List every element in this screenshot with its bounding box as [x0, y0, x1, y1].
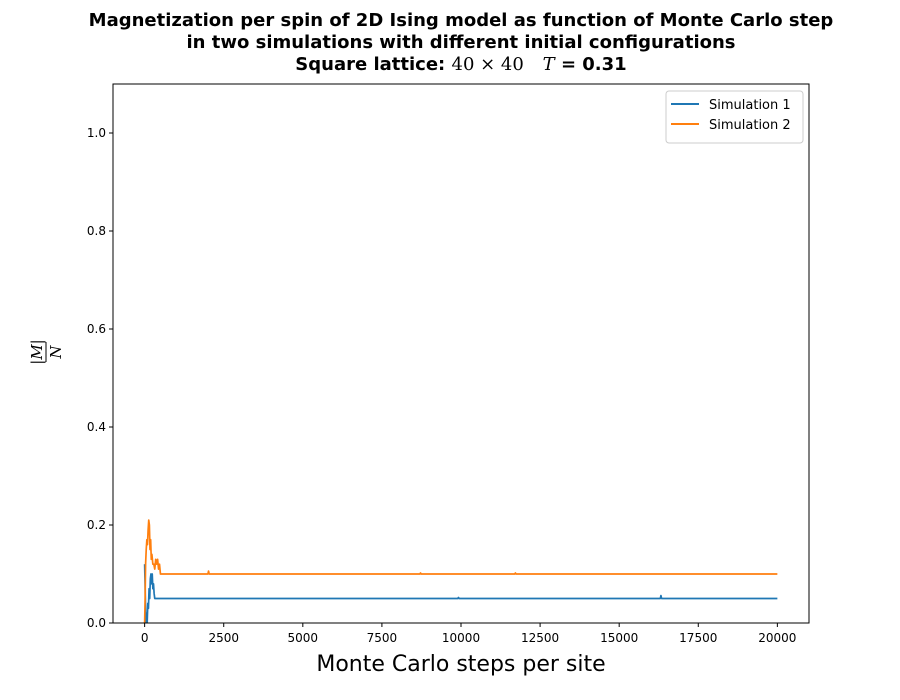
legend-label-2: Simulation 2: [709, 118, 791, 133]
series-line-1: [143, 564, 778, 623]
series-group: [143, 519, 778, 623]
y-axis-label-numerator: |M|: [28, 339, 46, 364]
title-temperature-value: = 0.31: [554, 54, 627, 75]
legend: Simulation 1 Simulation 2: [665, 90, 804, 144]
y-tick-label: 0.4: [87, 420, 106, 434]
x-tick-label: 12500: [521, 631, 559, 645]
x-tick-label: 2500: [208, 631, 239, 645]
x-axis: 0 2500 5000 7500 10000 12500 15000 17500 20000: [141, 623, 796, 645]
x-axis-label: Monte Carlo steps per site: [316, 652, 605, 677]
y-axis-label-denominator: N: [47, 345, 65, 360]
title-line-3: Square lattice: 40 × 40 T = 0.31: [0, 54, 900, 76]
y-tick-label: 0.2: [87, 518, 106, 532]
title-lattice-size: 40 × 40: [451, 54, 524, 75]
series-line-2: [143, 519, 778, 623]
x-tick-label: 10000: [442, 631, 480, 645]
title-line-2: in two simulations with different initia…: [186, 32, 736, 53]
legend-box: [665, 90, 804, 144]
plot-frame: [112, 83, 810, 624]
y-tick-label: 0.0: [87, 616, 106, 630]
legend-label-1: Simulation 1: [709, 98, 791, 113]
y-axis-label: |M| N: [28, 339, 65, 364]
x-tick-label: 0: [141, 631, 149, 645]
chart-title: Magnetization per spin of 2D Ising model…: [0, 10, 900, 76]
x-tick-label: 20000: [758, 631, 796, 645]
x-tick-label: 5000: [288, 631, 319, 645]
plot-area: [112, 83, 810, 624]
y-tick-label: 0.8: [87, 224, 106, 238]
title-temperature-symbol: T: [542, 54, 555, 75]
y-tick-label: 0.6: [87, 322, 106, 336]
x-tick-label: 17500: [679, 631, 717, 645]
y-axis: 0.0 0.2 0.4 0.6 0.8 1.0: [87, 126, 113, 630]
y-tick-label: 1.0: [87, 126, 106, 140]
x-tick-label: 7500: [367, 631, 398, 645]
title-line-1: Magnetization per spin of 2D Ising model…: [88, 10, 834, 31]
x-tick-label: 15000: [600, 631, 638, 645]
title-lattice-prefix: Square lattice:: [295, 54, 452, 75]
